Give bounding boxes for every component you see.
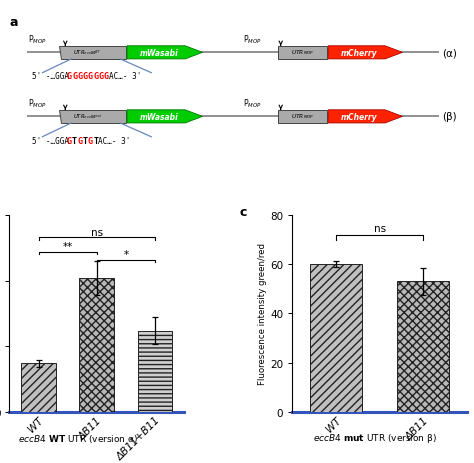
Text: G: G — [104, 72, 109, 81]
Text: UTR$_{MOP}$: UTR$_{MOP}$ — [291, 112, 315, 120]
Polygon shape — [278, 47, 328, 60]
Text: T: T — [72, 136, 77, 145]
Text: (β): (β) — [442, 112, 456, 122]
Text: G: G — [99, 72, 103, 81]
Text: mCherry: mCherry — [341, 113, 378, 121]
Text: G: G — [93, 72, 98, 81]
Text: G: G — [82, 72, 88, 81]
Text: 5' -…GGA: 5' -…GGA — [32, 72, 69, 81]
Text: mWasabi: mWasabi — [139, 113, 178, 121]
Text: P$_{MOP}$: P$_{MOP}$ — [243, 33, 262, 46]
Text: P$_{MOP}$: P$_{MOP}$ — [28, 33, 46, 46]
Text: UTR$_{MOP}$: UTR$_{MOP}$ — [291, 48, 315, 56]
Text: UTR$_{eccB4^{WT}}$: UTR$_{eccB4^{WT}}$ — [73, 48, 101, 56]
FancyArrow shape — [328, 111, 402, 124]
Text: a: a — [9, 16, 18, 29]
Polygon shape — [278, 111, 328, 124]
Text: T: T — [82, 136, 88, 145]
Text: G: G — [88, 136, 93, 145]
Bar — [137, 331, 173, 412]
Text: *: * — [123, 250, 128, 259]
Text: UTR$_{eccB4^{mut}}$: UTR$_{eccB4^{mut}}$ — [73, 112, 102, 120]
Text: (α): (α) — [442, 48, 456, 58]
Text: ns: ns — [91, 227, 103, 237]
Text: AC…- 3': AC…- 3' — [109, 72, 141, 81]
Text: c: c — [240, 206, 247, 219]
Text: G: G — [77, 72, 82, 81]
Polygon shape — [59, 47, 126, 60]
Bar — [21, 363, 56, 412]
Bar — [397, 282, 449, 412]
Text: $\mathit{eccB4}$ $\mathbf{WT}$ UTR (version α): $\mathit{eccB4}$ $\mathbf{WT}$ UTR (vers… — [18, 432, 138, 444]
Text: G: G — [88, 72, 93, 81]
Text: G: G — [67, 136, 72, 145]
Y-axis label: Fluorescence intensity green/red: Fluorescence intensity green/red — [258, 243, 267, 385]
FancyArrow shape — [127, 47, 202, 60]
Text: P$_{MOP}$: P$_{MOP}$ — [28, 97, 46, 110]
Text: G: G — [77, 136, 82, 145]
Text: P$_{MOP}$: P$_{MOP}$ — [243, 97, 262, 110]
Text: **: ** — [63, 242, 73, 251]
Text: G: G — [72, 72, 77, 81]
Text: ns: ns — [374, 224, 386, 234]
FancyArrow shape — [328, 47, 402, 60]
Text: mWasabi: mWasabi — [139, 49, 178, 57]
Bar — [310, 264, 362, 412]
Text: 5' -…GGA: 5' -…GGA — [32, 136, 69, 145]
Text: T: T — [93, 136, 98, 145]
Polygon shape — [59, 111, 126, 124]
Text: mCherry: mCherry — [341, 49, 378, 57]
Text: AC…- 3': AC…- 3' — [99, 136, 131, 145]
Text: G: G — [67, 72, 72, 81]
Text: $\mathit{eccB4}$ $\mathbf{mut}$ UTR (version β): $\mathit{eccB4}$ $\mathbf{mut}$ UTR (ver… — [313, 432, 437, 444]
Bar — [79, 278, 114, 412]
FancyArrow shape — [127, 111, 202, 124]
